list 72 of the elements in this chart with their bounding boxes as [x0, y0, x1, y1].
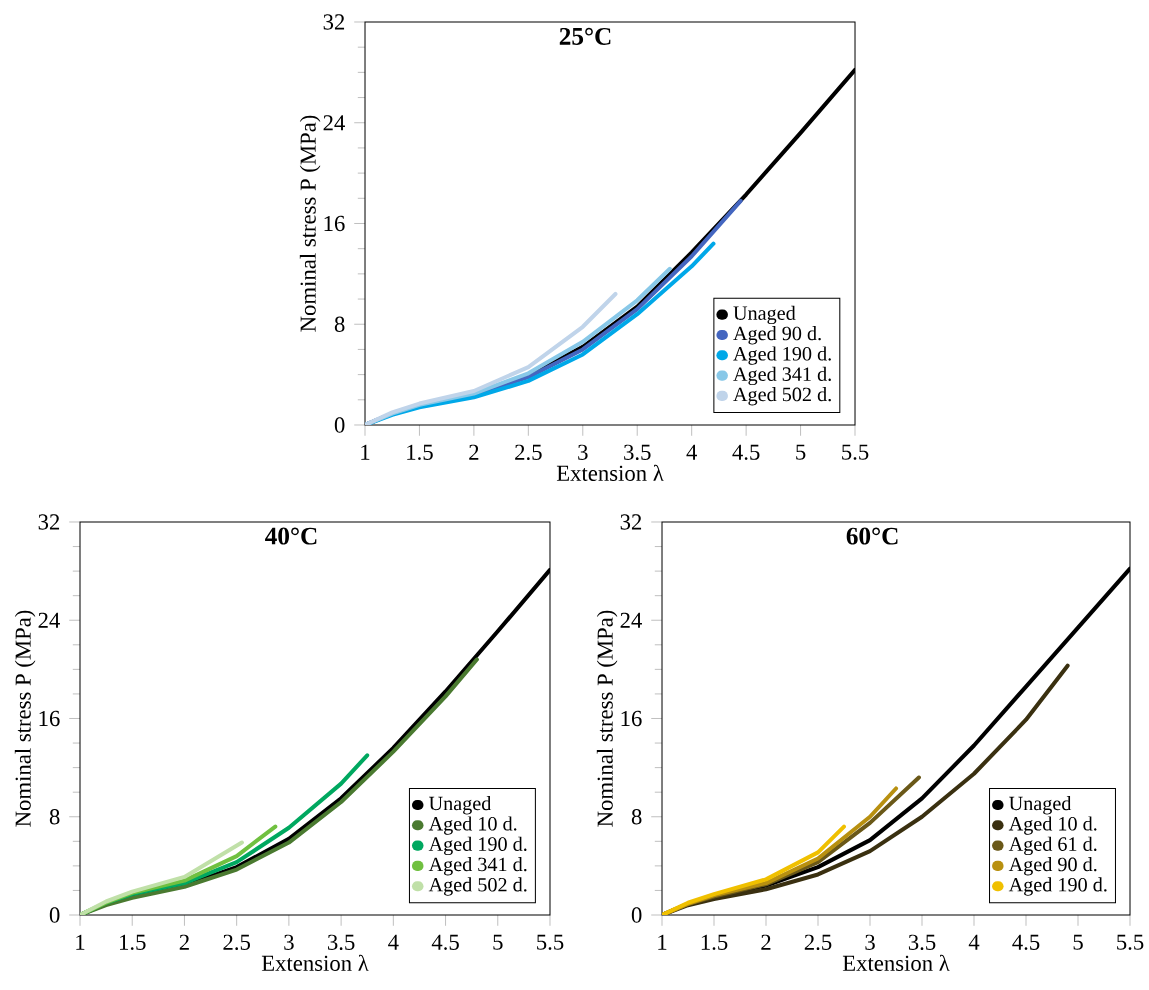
- legend-label: Aged 10 d.: [428, 816, 517, 835]
- legend-label: Aged 190 d.: [1008, 877, 1107, 896]
- legend-label: Aged 90 d.: [733, 326, 821, 345]
- y-tick-label: 8: [631, 809, 642, 825]
- x-tick-label: 2.5: [515, 444, 542, 461]
- x-tick-label: 2: [761, 934, 771, 950]
- legend-label: Aged 190 d.: [428, 836, 527, 856]
- legend-label: Aged 341 d.: [428, 857, 527, 876]
- legend-label: Unaged: [428, 796, 492, 815]
- x-tick-label: 1.5: [701, 934, 728, 950]
- x-tick-label: 3.5: [908, 934, 936, 951]
- x-tick-label: 5: [493, 934, 503, 950]
- line-series: [365, 291, 618, 425]
- x-tick-label: 2.5: [223, 934, 250, 951]
- x-tick-label: 2: [179, 934, 189, 950]
- x-tick-label: 3: [284, 934, 294, 950]
- y-tick-label: 32: [38, 514, 60, 530]
- y-tick-label: 0: [631, 907, 642, 923]
- legend-label: Aged 61 d.: [1008, 836, 1097, 856]
- x-tick-label: 5: [796, 444, 806, 460]
- chart-title: 40°C: [265, 527, 317, 545]
- x-tick-label: 1.5: [407, 444, 433, 460]
- x-tick-label: 4.5: [1012, 934, 1040, 950]
- legend-label: Aged 502 d.: [428, 877, 527, 896]
- legend-label: Unaged: [1009, 796, 1072, 815]
- y-tick-label: 24: [620, 612, 642, 628]
- line-series: [662, 824, 847, 915]
- x-tick-label: 5.5: [537, 934, 564, 950]
- y-tick-label: 32: [620, 514, 642, 530]
- x-tick-label: 4.5: [431, 934, 459, 950]
- x-axis-title: Extension λ: [842, 954, 950, 971]
- y-axis-title: Nominal stress P (MPa): [299, 115, 321, 332]
- line-series: [80, 840, 244, 915]
- chart-title: 60°C: [846, 527, 898, 545]
- x-tick-label: 5.5: [1117, 934, 1144, 950]
- legend-label: Aged 10 d.: [1008, 816, 1097, 835]
- x-tick-label: 3: [865, 934, 875, 950]
- x-tick-label: 1: [361, 444, 370, 460]
- x-tick-label: 3.5: [624, 444, 651, 461]
- y-tick-label: 16: [621, 710, 642, 727]
- y-tick-label: 16: [324, 215, 345, 232]
- x-tick-label: 4: [388, 934, 399, 950]
- x-tick-label: 5: [1073, 934, 1083, 950]
- y-tick-label: 0: [334, 417, 345, 433]
- legend-label: Unaged: [733, 305, 796, 325]
- legend-label: Aged 341 d.: [733, 366, 831, 386]
- x-tick-label: 1.5: [120, 934, 146, 950]
- x-axis-title: Extension λ: [261, 954, 369, 971]
- y-tick-label: 8: [49, 809, 60, 825]
- y-tick-label: 16: [39, 710, 60, 727]
- x-tick-label: 2.5: [804, 934, 832, 951]
- y-axis-title: Nominal stress P (MPa): [14, 610, 36, 827]
- y-tick-label: 8: [334, 316, 345, 332]
- x-axis-title: Extension λ: [556, 464, 664, 481]
- y-tick-label: 0: [49, 907, 60, 923]
- legend-label: Aged 90 d.: [1008, 857, 1097, 876]
- x-tick-label: 4.5: [732, 444, 760, 460]
- legend-label: Aged 190 d.: [733, 346, 831, 365]
- y-axis-title: Nominal stress P (MPa): [596, 610, 618, 827]
- x-tick-label: 1: [76, 934, 85, 950]
- y-tick-label: 32: [323, 14, 345, 30]
- legend-label: Aged 502 d.: [733, 387, 831, 406]
- x-tick-label: 3: [578, 444, 588, 460]
- x-tick-label: 1: [658, 934, 667, 950]
- x-tick-label: 4: [686, 444, 697, 460]
- y-tick-label: 24: [323, 115, 345, 131]
- x-tick-label: 3.5: [327, 934, 355, 951]
- x-tick-label: 4: [968, 934, 980, 950]
- chart-title: 25°C: [559, 27, 611, 45]
- x-tick-label: 5.5: [842, 444, 869, 460]
- x-tick-label: 2: [469, 444, 479, 460]
- y-tick-label: 24: [38, 612, 60, 628]
